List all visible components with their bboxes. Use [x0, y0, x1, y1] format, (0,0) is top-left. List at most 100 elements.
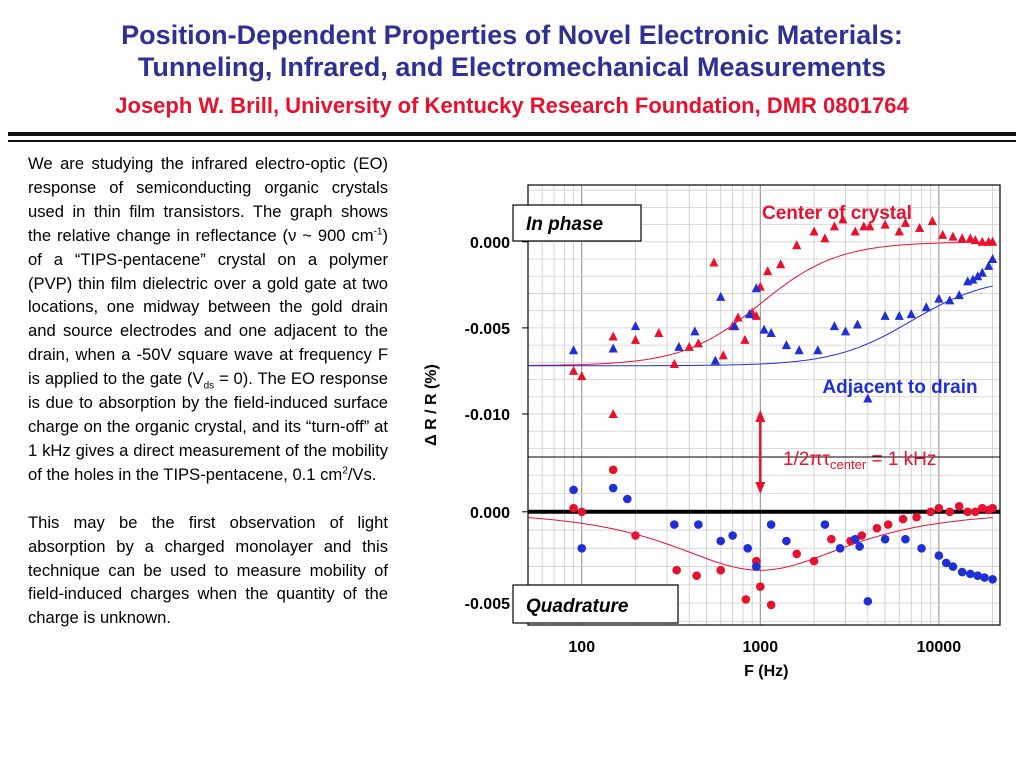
data-point-center — [763, 266, 773, 276]
data-point-drain — [728, 531, 737, 540]
data-point-center — [741, 595, 751, 604]
slide-author: Joseph W. Brill, University of Kentucky … — [115, 93, 909, 118]
data-point-drain — [880, 310, 890, 320]
data-point-drain — [852, 319, 863, 329]
panel-label: In phase — [526, 214, 604, 235]
data-point-drain — [984, 260, 994, 270]
data-point-center — [756, 582, 765, 591]
label-adjacent-to-drain: Adjacent to drain — [822, 377, 977, 398]
data-point-center — [988, 503, 997, 513]
y-tick-label: -0.005 — [465, 596, 510, 613]
data-point-drain — [752, 562, 761, 571]
data-point-center — [954, 502, 964, 511]
data-point-drain — [855, 542, 864, 551]
label-center-of-crystal: Center of crystal — [762, 203, 912, 224]
data-point-center — [630, 334, 641, 344]
data-point-center — [733, 312, 743, 322]
data-point-center — [577, 507, 587, 517]
marker-label-tail: = 1 kHz — [866, 449, 936, 470]
slide-title-line2: Tunneling, Infrared, and Electromechanic… — [137, 52, 887, 82]
data-point-center — [971, 507, 980, 517]
data-point-drain — [623, 494, 632, 504]
data-point-drain — [894, 310, 904, 320]
data-point-drain — [794, 345, 804, 355]
data-point-center — [792, 240, 802, 250]
slide-title-line1: Position-Dependent Properties of Novel E… — [121, 20, 903, 50]
data-point-center — [776, 259, 786, 269]
data-point-center — [948, 231, 958, 241]
data-point-center — [631, 531, 640, 540]
plot-frame — [527, 184, 1001, 626]
data-point-center — [957, 233, 967, 243]
data-point-drain — [977, 267, 987, 277]
data-point-drain — [954, 290, 964, 300]
data-point-center — [927, 216, 937, 226]
data-point-drain — [751, 283, 761, 293]
data-point-drain — [945, 295, 955, 305]
data-point-center — [970, 235, 980, 245]
data-point-drain — [813, 345, 823, 355]
data-point-center — [938, 229, 948, 239]
data-point-center — [934, 503, 944, 513]
data-point-center — [880, 219, 890, 229]
data-point-drain — [782, 536, 791, 546]
data-point-center — [977, 236, 987, 246]
y-axis-label: Δ R / R (%) — [423, 364, 440, 446]
data-point-drain — [743, 544, 753, 553]
header-rule-thin — [8, 140, 1016, 142]
marker-label: 1/2πτcenter = 1 kHz — [783, 449, 936, 472]
data-point-drain — [988, 575, 997, 584]
data-point-center — [569, 503, 578, 513]
data-point-drain — [901, 534, 910, 544]
data-point-drain — [917, 544, 926, 553]
data-point-center — [740, 334, 750, 344]
data-point-center — [965, 233, 975, 243]
data-point-drain — [840, 326, 851, 336]
data-point-drain — [934, 551, 944, 560]
data-point-center — [692, 571, 701, 580]
data-point-center — [926, 507, 935, 517]
data-point-center — [912, 512, 921, 522]
data-point-center — [883, 520, 893, 529]
x-tick-label: 10000 — [917, 639, 962, 656]
data-point-drain — [968, 274, 978, 284]
data-point-center — [792, 549, 802, 559]
data-point-center — [829, 221, 839, 231]
p1-text-c: = 0). The EO response is due to absorpti… — [28, 369, 388, 484]
data-point-drain — [829, 321, 839, 331]
data-point-drain — [880, 534, 890, 544]
data-point-center — [988, 236, 998, 246]
data-point-drain — [973, 271, 983, 281]
panel-label-box — [512, 204, 642, 242]
data-point-center — [865, 221, 875, 231]
marker-label-sub: center — [830, 457, 867, 472]
fit-curve-center — [527, 241, 993, 366]
panel-label-box — [512, 584, 679, 624]
marker-arrow-head-up — [755, 410, 766, 422]
p1-superscript-2: 2 — [342, 465, 348, 477]
data-point-drain — [988, 254, 998, 264]
body-text: We are studying the infrared electro-opt… — [28, 152, 388, 630]
data-point-drain — [781, 340, 791, 350]
data-point-center — [693, 338, 703, 348]
panel-label: Quadrature — [526, 596, 629, 617]
data-point-center — [945, 507, 954, 517]
data-point-center — [894, 226, 904, 236]
data-point-drain — [863, 393, 873, 403]
fit-curve-drain — [528, 285, 993, 367]
data-point-center — [608, 465, 618, 475]
header-rule-thick — [8, 132, 1016, 136]
data-point-drain — [577, 544, 587, 553]
fit-curve-center — [527, 517, 993, 571]
data-point-center — [577, 371, 587, 381]
data-point-drain — [694, 520, 703, 529]
p1-superscript-1: -1 — [373, 226, 383, 238]
data-point-center — [857, 531, 867, 540]
data-point-center — [838, 214, 848, 224]
paragraph-2: This may be the first observation of lig… — [28, 512, 388, 628]
data-point-center — [716, 565, 725, 575]
x-tick-label: 100 — [568, 639, 595, 656]
data-point-drain — [608, 483, 618, 493]
marker-label-main: 1/2πτ — [783, 449, 831, 470]
data-point-center — [669, 359, 679, 369]
